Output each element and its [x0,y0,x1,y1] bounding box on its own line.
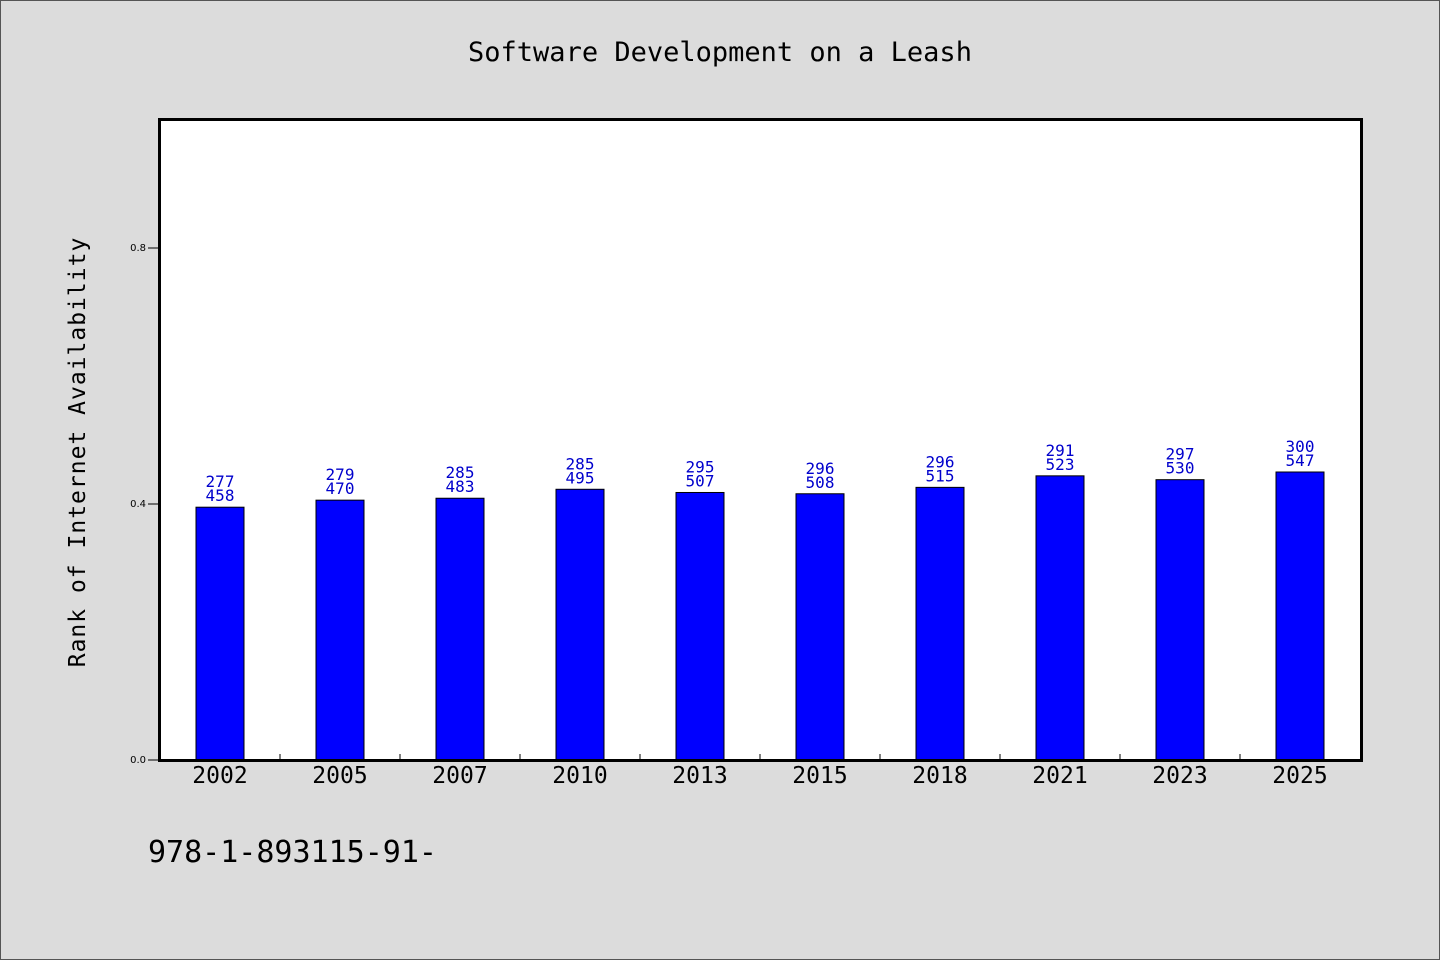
x-tick-label-2021: 2021 [1032,763,1087,789]
bar-label-bottom-2021: 523 [1046,455,1075,474]
y-tick-label: 0.4 [130,499,146,510]
bar-2007 [435,497,485,761]
bar-label-bottom-2015: 508 [806,473,835,492]
bar-label-top-2021: 291 [1046,441,1075,460]
bar-label-bottom-2018: 515 [926,466,955,485]
bar-2021 [1035,475,1085,761]
bar-2013 [675,491,725,761]
footer-code: 978-1-893115-91- [148,835,437,870]
y-axis: 0.0 0.4 0.8 [130,243,160,766]
x-tick-label-2025: 2025 [1272,763,1327,789]
bar-2002 [195,506,245,761]
bar-label-top-2013: 295 [686,457,715,476]
bar-label-bottom-2007: 483 [446,477,475,496]
bar-2005 [315,499,365,761]
bar-label-top-2018: 296 [926,452,955,471]
y-tick-label: 0.8 [130,243,146,254]
y-axis-label: Rank of Internet Availability [65,237,91,668]
bar-label-bottom-2025: 547 [1286,451,1315,470]
bar-label-bottom-2002: 458 [206,486,235,505]
x-tick-label-2018: 2018 [912,763,967,789]
chart-title: Software Development on a Leash [468,37,972,68]
x-tick-label-2002: 2002 [192,763,247,789]
x-tick-label-2015: 2015 [792,763,847,789]
x-tick-label-2005: 2005 [312,763,367,789]
bar-2015 [795,493,845,761]
bar-2025 [1275,471,1325,761]
y-tick-label: 0.0 [130,755,146,766]
bar-label-top-2007: 285 [446,463,475,482]
bar-label-top-2002: 277 [206,472,235,491]
bar-labels-layer: 2774582794702854832854952955072965082965… [206,437,1315,505]
bar-label-bottom-2005: 470 [326,479,355,498]
bar-label-top-2015: 296 [806,459,835,478]
bar-label-bottom-2023: 530 [1166,459,1195,478]
bar-label-bottom-2010: 495 [566,468,595,487]
x-axis: 2002 2005 2007 2010 2013 2015 2018 2021 2023 2025 [192,754,1328,789]
x-tick-label-2007: 2007 [432,763,487,789]
bar-2023 [1155,479,1205,761]
x-tick-label-2010: 2010 [552,763,607,789]
bar-2010 [555,488,605,761]
bars-layer [195,471,1325,761]
x-tick-label-2013: 2013 [672,763,727,789]
bar-2018 [915,486,965,761]
bar-label-top-2023: 297 [1166,445,1195,464]
bar-label-top-2005: 279 [326,465,355,484]
plot-border [158,118,1363,762]
x-tick-label-2023: 2023 [1152,763,1207,789]
bar-label-top-2010: 285 [566,454,595,473]
bar-label-top-2025: 300 [1286,437,1315,456]
bar-label-bottom-2013: 507 [686,471,715,490]
